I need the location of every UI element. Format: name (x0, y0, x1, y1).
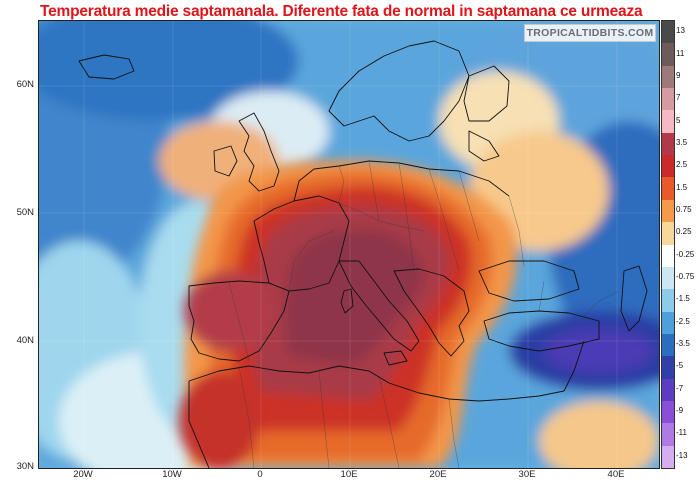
colorbar-label: -0.75 (676, 272, 695, 282)
lon-label-10w: 10W (162, 469, 182, 480)
colorbar-segment (662, 356, 674, 380)
colorbar-label: -1.5 (676, 294, 690, 304)
colorbar-label: -7 (676, 383, 684, 393)
country-borders (228, 160, 620, 468)
colorbar-label: 11 (676, 48, 685, 58)
lon-label-10e: 10E (340, 469, 358, 480)
colorbar-segment (662, 155, 674, 178)
colorbar-segment (662, 65, 674, 89)
colorbar-label: -0.25 (676, 249, 695, 259)
map-title: Temperatura medie saptamanala. Diferente… (40, 3, 643, 20)
graticule (39, 21, 659, 468)
colorbar-label: 0.75 (676, 204, 692, 214)
colorbar-label: 0.25 (676, 227, 692, 237)
colorbar-label: 3.5 (676, 137, 688, 147)
colorbar-label: -13 (676, 450, 688, 460)
colorbar-segment (662, 199, 674, 223)
colorbar-label: -9 (676, 406, 684, 416)
colorbar-segment (662, 244, 674, 268)
lon-label-40e: 40E (607, 469, 625, 480)
colorbar-segment (662, 311, 674, 335)
colorbar-segment (662, 21, 674, 44)
colorbar-segment (662, 132, 674, 156)
lon-label-20w: 20W (73, 469, 93, 480)
watermark-logo: TROPICALTIDBITS.COM (524, 24, 656, 42)
colorbar-label: 13 (676, 26, 685, 36)
lon-label-0: 0 (257, 469, 263, 480)
coastlines (78, 40, 648, 468)
colorbar-segment (662, 423, 674, 447)
colorbar-segment (662, 222, 674, 245)
warm-anomaly (179, 160, 518, 468)
colorbar-segment (662, 43, 674, 67)
colorbar-segment (662, 400, 674, 424)
colorbar-segment (662, 333, 674, 357)
colorbar-segment (662, 266, 674, 290)
colorbar-label: -2.5 (676, 316, 690, 326)
colorbar-segment (662, 378, 674, 402)
colorbar-label: 5 (676, 115, 681, 125)
lat-label-60n: 60N (16, 79, 34, 90)
colorbar-label: 1.5 (676, 182, 688, 192)
lon-label-30e: 30E (518, 469, 536, 480)
lat-label-40n: 40N (16, 335, 34, 346)
colorbar-label: 2.5 (676, 160, 688, 170)
temperature-anomaly-map (38, 20, 660, 469)
lat-label-30n: 30N (16, 461, 34, 472)
colorbar (661, 20, 675, 469)
colorbar-label: 7 (676, 93, 681, 103)
colorbar-label: -5 (676, 361, 684, 371)
colorbar-label: 9 (676, 70, 681, 80)
colorbar-segment (662, 177, 674, 201)
colorbar-segment (662, 289, 674, 313)
colorbar-segment (662, 88, 674, 111)
colorbar-label: -3.5 (676, 339, 690, 349)
colorbar-label: -11 (676, 428, 687, 438)
colorbar-segment (662, 445, 674, 469)
lat-label-50n: 50N (16, 207, 34, 218)
colorbar-segment (662, 110, 674, 134)
lon-label-20e: 20E (429, 469, 447, 480)
